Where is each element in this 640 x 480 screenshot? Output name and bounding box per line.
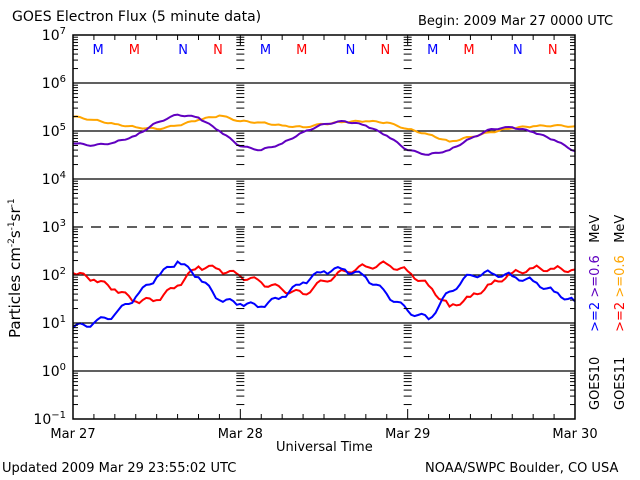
satellite-marker: N [178, 43, 188, 58]
legend-goes11: GOES11 >=2 >=0.6 MeV [613, 215, 628, 410]
satellite-marker: N [548, 43, 558, 58]
begin-time: Begin: 2009 Mar 27 0000 UTC [418, 14, 614, 29]
satellite-marker: M [427, 43, 438, 58]
x-tick-label: Mar 27 [50, 427, 95, 442]
legend-goes10-2mev: >=2 [588, 301, 603, 332]
y-tick-label: 104 [42, 170, 66, 188]
legend-goes10: GOES10 >=2 >=0.6 MeV [588, 215, 603, 410]
series-line-goes11-2-mev [72, 260, 576, 309]
legend-goes11-06mev: >=0.6 [613, 255, 628, 298]
legend-goes10-06mev: >=0.6 [588, 255, 603, 298]
series-layer [72, 113, 576, 329]
legend-goes10-unit: MeV [588, 214, 603, 243]
y-tick-label: 107 [42, 26, 66, 44]
x-axis-label: Universal Time [276, 440, 373, 455]
plot-frame [72, 34, 576, 420]
y-tick-label: 100 [42, 362, 66, 380]
x-tick-label: Mar 28 [218, 427, 263, 442]
satellite-marker: N [380, 43, 390, 58]
satellite-marker: M [129, 43, 140, 58]
y-tick-label: 105 [42, 122, 66, 140]
x-tick-label: Mar 30 [552, 427, 597, 442]
satellite-marker: M [260, 43, 271, 58]
updated-time: Updated 2009 Mar 29 23:55:02 UTC [2, 461, 237, 476]
credit: NOAA/SWPC Boulder, CO USA [425, 461, 619, 476]
legend-goes10-prefix: GOES10 [588, 356, 603, 410]
y-tick-label: 106 [42, 74, 66, 92]
chart-title: GOES Electron Flux (5 minute data) [12, 9, 262, 25]
x-tick-labels: Mar 27 Mar 28 Mar 29 Mar 30 [50, 427, 597, 442]
y-tick-label: 10−1 [33, 410, 66, 428]
series-line-goes10-0-6-mev [72, 113, 576, 156]
grid-layer [73, 82, 575, 372]
y-axis-label: Particles cm-2s-1sr-1 [6, 198, 24, 338]
series-line-goes10-2-mev [72, 260, 576, 329]
y-tick-label: 102 [42, 266, 66, 284]
satellite-marker: N [513, 43, 523, 58]
y-axis-label-text: Particles cm-2s-1sr-1 [6, 198, 24, 338]
y-tick-label: 101 [42, 314, 66, 332]
satellite-marker: N [346, 43, 356, 58]
satellite-marker: M [463, 43, 474, 58]
legend-goes11-2mev: >=2 [613, 301, 628, 332]
satellite-marker: N [213, 43, 223, 58]
legend-goes11-prefix: GOES11 [613, 356, 628, 410]
x-tick-label: Mar 29 [385, 427, 430, 442]
satellite-marker: M [92, 43, 103, 58]
y-tick-labels: 10−1 100 101 102 103 104 105 106 107 [33, 26, 66, 428]
legend-goes11-unit: MeV [613, 214, 628, 243]
satellite-marker: M [296, 43, 307, 58]
y-tick-label: 103 [42, 218, 66, 236]
